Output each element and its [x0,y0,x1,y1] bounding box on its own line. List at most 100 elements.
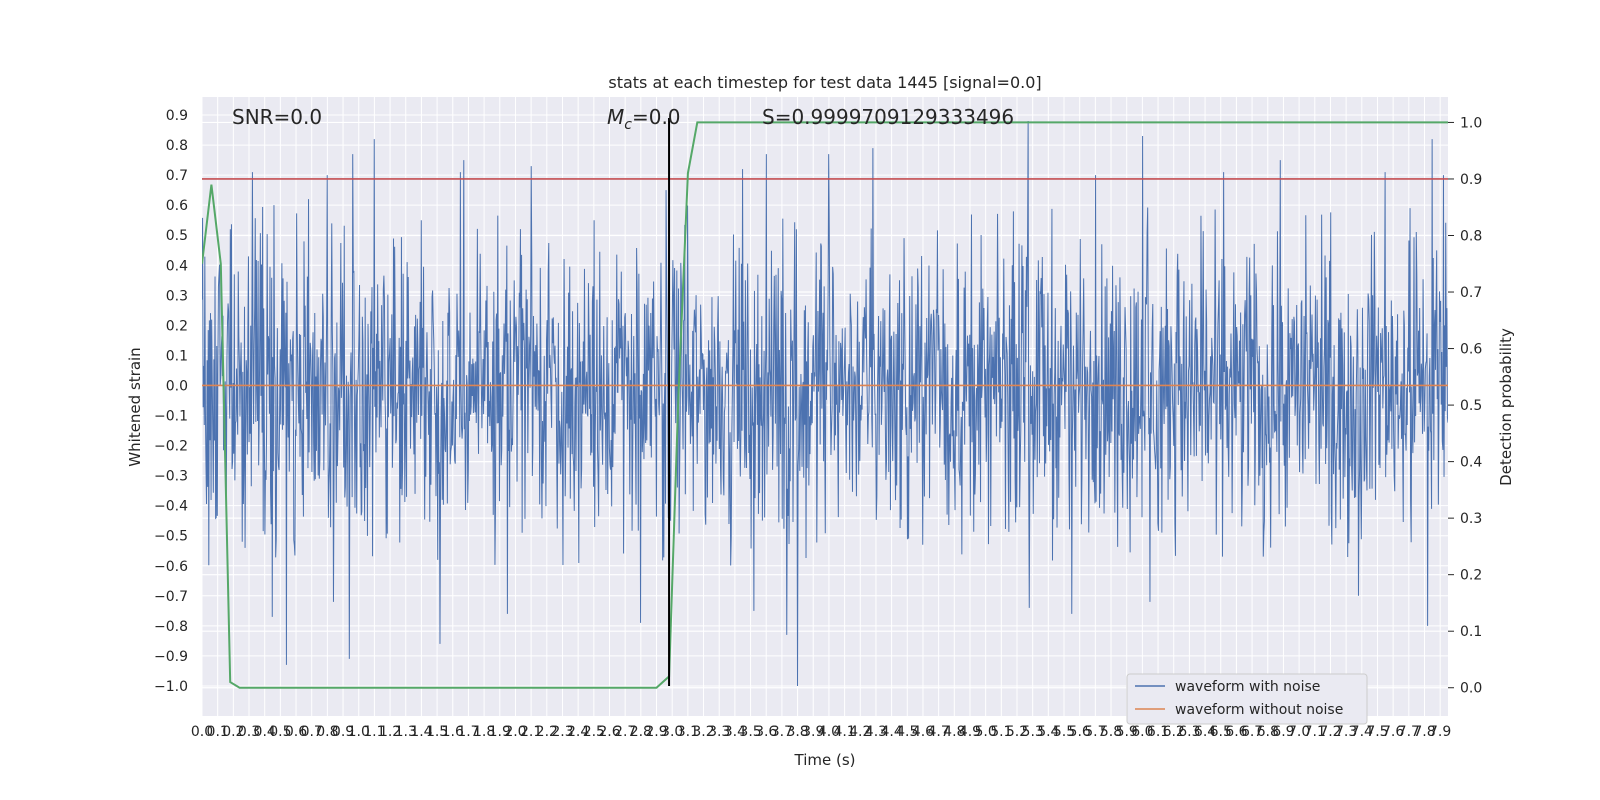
x-tick-label: 7.9 [1429,724,1451,740]
left-y-tick-label: −0.5 [154,529,188,545]
chart-title: stats at each timestep for test data 144… [608,73,1041,92]
left-y-tick-label: 0.2 [166,318,188,334]
legend: waveform with noise waveform without noi… [1126,673,1368,725]
x-tick-label: 1.9 [489,724,511,740]
x-tick-label: 3.5 [739,724,761,740]
x-tick-label: 5.3 [1022,724,1044,740]
left-y-tick-label: −0.1 [154,409,188,425]
x-tick-label: 1.1 [363,724,385,740]
right-y-tick-label: 0.2 [1460,568,1482,584]
x-tick-label: 0.7 [301,724,323,740]
x-tick-label: 6.0 [1131,724,1153,740]
x-tick-label: 4.3 [865,724,887,740]
x-tick-label: 6.6 [1225,724,1247,740]
x-tick-label: 7.4 [1351,724,1373,740]
x-tick-label: 4.6 [912,724,934,740]
x-tick-label: 6.2 [1163,724,1185,740]
x-tick-label: 3.9 [802,724,824,740]
right-y-axis-ticks: 1.0 0.9 0.8 0.7 0.6 0.5 0.4 0.3 0.2 0.1 0.0 [1448,115,1482,697]
x-tick-label: 1.3 [395,724,417,740]
right-y-tick-label: 0.3 [1460,511,1482,527]
x-tick-label: 6.8 [1257,724,1279,740]
x-tick-label: 3.3 [708,724,730,740]
x-tick-label: 5.7 [1084,724,1106,740]
legend-box [1126,673,1368,725]
left-y-tick-label: 0.5 [166,228,188,244]
left-y-tick-label: 0.7 [166,168,188,184]
x-tick-label: 4.8 [943,724,965,740]
x-tick-label: 4.2 [849,724,871,740]
x-tick-label: 2.3 [551,724,573,740]
x-tick-label: 0.4 [254,724,276,740]
x-tick-label: 5.1 [990,724,1012,740]
left-y-tick-label: 0.6 [166,198,188,214]
left-y-tick-label: 0.8 [166,138,188,154]
x-tick-label: 7.6 [1382,724,1404,740]
x-tick-label: 5.4 [1037,724,1059,740]
x-tick-label: 2.5 [583,724,605,740]
right-y-tick-label: 0.1 [1460,624,1482,640]
x-tick-label: 1.2 [379,724,401,740]
x-tick-label: 1.5 [426,724,448,740]
left-y-tick-label: −0.9 [154,649,188,665]
x-tick-label: 5.0 [975,724,997,740]
x-tick-label: 6.4 [1194,724,1216,740]
x-tick-label: 3.1 [677,724,699,740]
x-tick-label: 0.2 [222,724,244,740]
x-tick-label: 2.4 [567,724,589,740]
left-y-tick-label: −0.8 [154,619,188,635]
x-tick-label: 7.5 [1366,724,1388,740]
x-tick-label: 4.5 [896,724,918,740]
x-tick-label: 6.3 [1178,724,1200,740]
x-tick-label: 7.1 [1304,724,1326,740]
right-y-tick-label: 0.4 [1460,455,1482,471]
score-annotation: S=0.9999709129333496 [762,105,1014,129]
x-tick-label: 6.7 [1241,724,1263,740]
legend-label-clean: waveform without noise [1175,702,1343,718]
x-axis-ticks: 0.00.10.20.30.40.50.60.70.80.91.01.11.21… [191,724,1451,740]
x-tick-label: 3.4 [724,724,746,740]
x-tick-label: 5.9 [1116,724,1138,740]
x-tick-label: 1.7 [457,724,479,740]
x-tick-label: 0.6 [285,724,307,740]
left-y-tick-label: −0.7 [154,589,188,605]
x-tick-label: 1.4 [410,724,432,740]
x-tick-label: 2.9 [645,724,667,740]
x-axis-label: Time (s) [794,751,856,769]
left-y-axis-label: Whitened strain [126,347,144,466]
x-tick-label: 7.7 [1398,724,1420,740]
x-tick-label: 5.5 [1053,724,1075,740]
right-y-tick-label: 0.5 [1460,398,1482,414]
x-tick-label: 5.2 [1006,724,1028,740]
left-y-tick-label: 0.4 [166,258,188,274]
x-tick-label: 2.8 [630,724,652,740]
left-y-tick-label: 0.9 [166,108,188,124]
right-y-tick-label: 0.6 [1460,342,1482,358]
x-tick-label: 0.0 [191,724,213,740]
x-tick-label: 3.8 [786,724,808,740]
right-y-tick-label: 0.9 [1460,172,1482,188]
left-y-tick-label: −0.2 [154,439,188,455]
x-tick-label: 6.9 [1272,724,1294,740]
x-tick-label: 5.8 [1100,724,1122,740]
x-tick-label: 7.8 [1413,724,1435,740]
x-tick-label: 3.6 [755,724,777,740]
x-tick-label: 0.9 [332,724,354,740]
x-tick-label: 3.0 [661,724,683,740]
left-y-tick-label: −0.4 [154,499,188,515]
x-tick-label: 4.4 [880,724,902,740]
x-tick-label: 2.2 [536,724,558,740]
x-tick-label: 4.1 [833,724,855,740]
x-tick-label: 6.5 [1210,724,1232,740]
left-y-tick-label: −0.6 [154,559,188,575]
left-y-tick-label: −0.3 [154,469,188,485]
x-tick-label: 4.7 [927,724,949,740]
right-y-tick-label: 0.7 [1460,285,1482,301]
x-tick-label: 2.7 [614,724,636,740]
x-tick-label: 5.6 [1069,724,1091,740]
x-tick-label: 7.3 [1335,724,1357,740]
x-tick-label: 0.3 [238,724,260,740]
left-y-axis-ticks: 0.9 0.8 0.7 0.6 0.5 0.4 0.3 0.2 0.1 0.0 −0.1 −0.2 −0… [154,108,188,695]
x-tick-label: 1.6 [442,724,464,740]
